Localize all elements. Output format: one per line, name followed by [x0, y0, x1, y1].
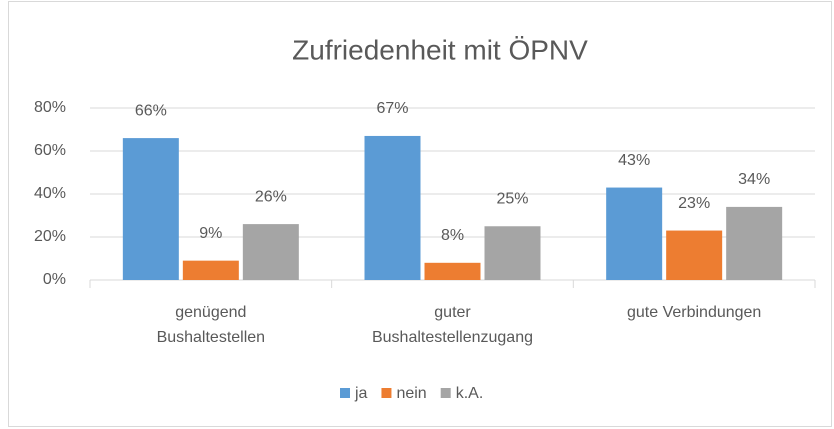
legend-label: ja	[354, 385, 368, 402]
legend-label: nein	[396, 385, 426, 402]
bar	[606, 187, 663, 280]
data-label: 9%	[199, 225, 222, 242]
bar	[122, 138, 179, 280]
data-label: 25%	[496, 190, 528, 207]
data-label: 43%	[618, 152, 650, 169]
data-label: 23%	[678, 195, 710, 212]
y-tick-label: 0%	[43, 271, 66, 288]
y-tick-label: 20%	[34, 228, 66, 245]
y-tick-label: 60%	[34, 142, 66, 159]
data-label: 66%	[135, 102, 167, 119]
bar	[484, 226, 541, 280]
bar	[364, 135, 421, 280]
legend-label: k.A.	[456, 385, 484, 402]
bar	[424, 262, 481, 280]
data-label: 34%	[738, 171, 770, 188]
x-tick-label: genügend Bushaltestellen	[157, 304, 266, 346]
data-label: 67%	[376, 100, 408, 117]
legend-swatch	[381, 388, 392, 398]
legend-swatch	[440, 388, 451, 398]
bar	[242, 224, 299, 280]
data-label: 26%	[255, 188, 287, 205]
chart-title: Zufriedenheit mit ÖPNV	[292, 34, 588, 65]
y-tick-label: 80%	[34, 99, 66, 116]
bar	[182, 260, 239, 280]
legend-swatch	[340, 388, 350, 398]
bar	[666, 230, 723, 280]
y-tick-label: 40%	[34, 185, 66, 202]
bar	[726, 206, 783, 280]
data-label: 8%	[441, 227, 464, 244]
x-tick-label: guter Bushaltestellenzugang	[372, 304, 533, 346]
x-tick-label: gute Verbindungen	[627, 304, 761, 321]
